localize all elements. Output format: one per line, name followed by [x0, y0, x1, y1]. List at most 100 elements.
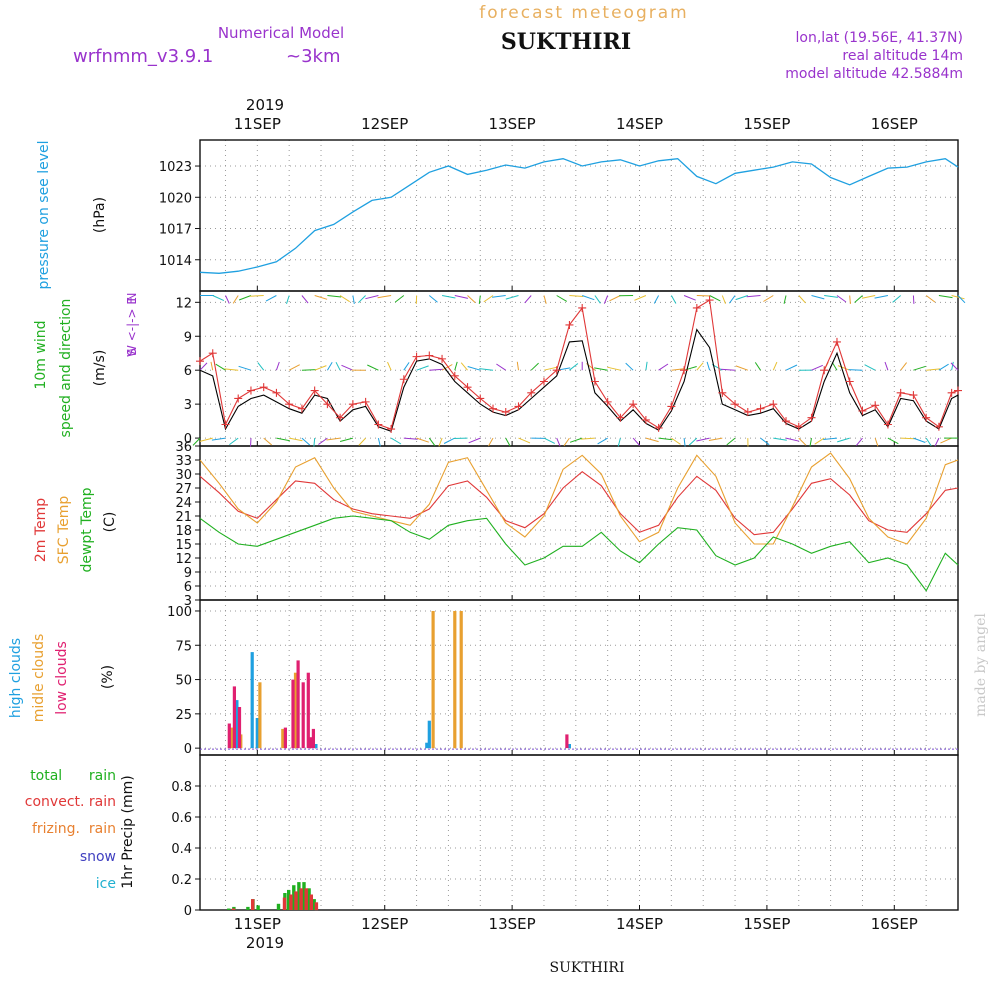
wind-direction-arrow: [531, 363, 538, 370]
precip-bar-convective: [251, 899, 254, 910]
wind-direction-arrow: [327, 362, 332, 370]
wind-direction-arrow: [939, 364, 949, 370]
wind-direction-arrow: [461, 363, 467, 371]
wind-gust-marker: [591, 378, 599, 386]
wind-direction-arrow: [519, 438, 531, 443]
wind-direction-arrow: [926, 369, 940, 370]
watermark: made by angel: [973, 613, 989, 717]
wind-direction-arrow: [200, 438, 213, 441]
wind-direction-arrow: [239, 296, 251, 301]
wind-direction-arrow: [391, 438, 401, 444]
y-tick-label: 6: [184, 580, 192, 595]
model-resolution: ~3km: [286, 46, 341, 67]
wind-gust-marker: [820, 366, 828, 374]
wind-direction-arrow: [598, 438, 608, 444]
wind-direction-arrow: [302, 370, 316, 371]
wind-direction-arrow: [193, 438, 200, 445]
wind-direction-arrow: [607, 367, 620, 370]
cloud-bar-high: [428, 721, 431, 748]
precip-bar-convective: [305, 888, 308, 910]
precip-bar-convective: [283, 898, 286, 910]
station-title: SUKTHIRI: [501, 29, 631, 55]
wind-gust-marker: [782, 417, 790, 425]
wind-direction-arrow: [722, 296, 725, 304]
wind-direction-arrow: [812, 365, 823, 370]
wind-direction-arrow: [239, 366, 251, 370]
top-year-label: 2019: [246, 96, 284, 114]
wind-direction-arrow: [582, 296, 594, 300]
bottom-date-label: 12SEP: [361, 915, 408, 933]
y-tick-label: 24: [175, 496, 192, 511]
precip-bar-convective: [299, 888, 302, 910]
wind-direction-arrow: [302, 438, 310, 445]
wind-direction-arrow: [276, 438, 289, 441]
cloud-ylabel-low: low clouds: [54, 641, 70, 715]
cloud-bar-low: [284, 728, 287, 749]
wind-direction-arrow: [684, 367, 697, 371]
bottom-date-label: 16SEP: [871, 915, 918, 933]
wind-direction-arrow: [696, 438, 709, 441]
wind-direction-arrow: [439, 438, 442, 446]
wind-direction-arrow: [939, 296, 953, 298]
wind-direction-arrow: [442, 296, 455, 299]
wind-direction-arrow: [684, 438, 685, 446]
wind-direction-arrow: [875, 438, 878, 446]
y-tick-label: 0: [184, 904, 192, 919]
pressure-ylabel: pressure on see level: [36, 140, 52, 289]
top-date-label: 12SEP: [361, 115, 408, 133]
wind-direction-arrow: [212, 438, 226, 440]
wind-direction-arrow: [327, 296, 341, 298]
model-name: wrfnmm_v3.9.1: [73, 46, 213, 67]
wind-direction-arrow: [353, 296, 354, 304]
wind-direction-arrow: [468, 367, 481, 371]
wind-direction-arrow: [581, 438, 595, 439]
bottom-date-label: 14SEP: [616, 915, 663, 933]
wind-dir-we: W <-|-> E: [125, 297, 139, 357]
y-tick-label: 12: [175, 296, 192, 311]
wind-direction-arrow: [849, 370, 863, 371]
wind-gust-line: [200, 300, 958, 429]
wind-direction-arrow: [429, 296, 437, 303]
wind-gust-marker: [209, 349, 217, 357]
bottom-date-label: 11SEP: [234, 915, 281, 933]
temp-sfc-line: [200, 453, 958, 544]
wind-gust-marker: [833, 338, 841, 346]
cloud-bar-low: [291, 680, 294, 749]
y-tick-label: 0: [184, 742, 192, 757]
wind-direction-arrow: [506, 438, 510, 446]
real-altitude-label: real altitude 14m: [842, 48, 963, 64]
cloud-bar-mid: [258, 682, 261, 748]
wind-gust-marker: [693, 304, 701, 312]
wind-gust-marker: [260, 383, 268, 391]
precip-legend-freezing: frizing. rain: [32, 821, 116, 837]
wind-ylabel-2: speed and direction: [58, 299, 74, 438]
wind-direction-arrow: [229, 438, 238, 445]
wind-direction-arrow: [913, 366, 925, 370]
wind-direction-arrow: [646, 438, 659, 442]
temp-ylabel-2: SFC Temp: [56, 496, 72, 565]
y-tick-label: 0.4: [171, 842, 192, 857]
wind-direction-arrow: [358, 296, 365, 303]
y-tick-label: 21: [175, 510, 192, 525]
pressure-line: [200, 159, 958, 274]
y-tick-label: 25: [175, 708, 192, 723]
wind-direction-arrow: [862, 296, 875, 299]
top-date-label: 13SEP: [489, 115, 536, 133]
y-tick-label: 100: [167, 605, 192, 620]
y-tick-label: 0.2: [171, 873, 192, 888]
top-date-label: 14SEP: [616, 115, 663, 133]
wind-direction-arrow: [417, 438, 429, 442]
wind-direction-arrow: [901, 363, 907, 371]
wind-dir-s: S: [125, 348, 139, 356]
wind-direction-arrow: [855, 296, 863, 303]
wind-direction-arrow: [429, 369, 443, 370]
cloud-ylabel-high: high clouds: [8, 638, 24, 718]
wind-gust-marker: [757, 405, 765, 413]
wind-gust-marker: [897, 389, 905, 397]
wind-direction-arrow: [837, 296, 846, 303]
wind-direction-arrow: [569, 296, 583, 297]
wind-direction-arrow: [340, 296, 350, 302]
y-tick-label: 1017: [159, 223, 192, 238]
wind-direction-arrow: [646, 362, 647, 370]
wind-direction-arrow: [226, 296, 230, 304]
